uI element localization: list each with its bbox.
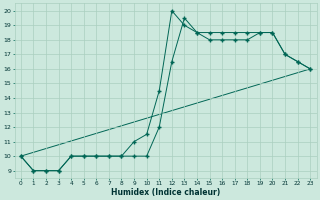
X-axis label: Humidex (Indice chaleur): Humidex (Indice chaleur) xyxy=(111,188,220,197)
